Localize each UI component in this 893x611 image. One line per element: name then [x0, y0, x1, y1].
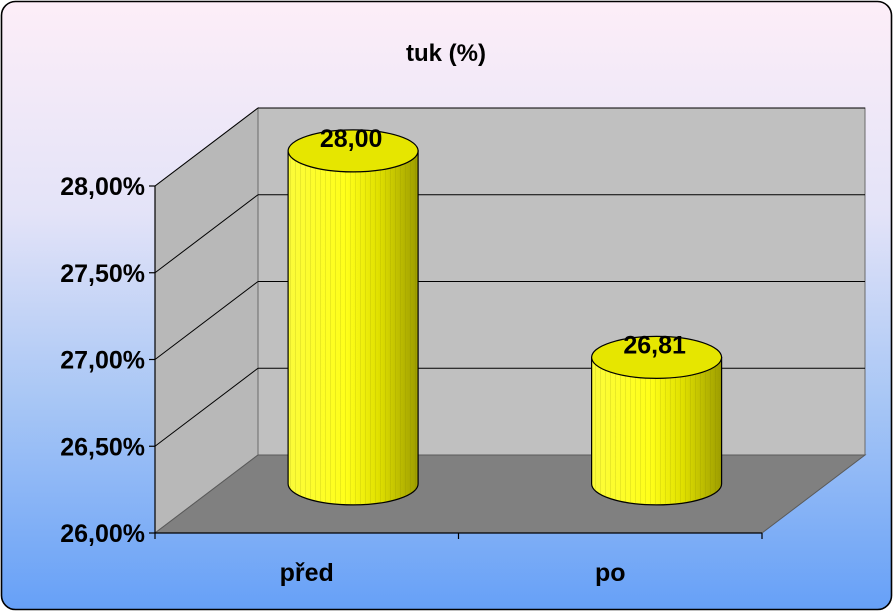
- bar-top: [287, 129, 419, 173]
- bar-texture: [591, 357, 722, 505]
- plot-area: 26,00% 26,50% 27,00% 27,50% 28,00% před po 28,0…: [60, 106, 867, 587]
- y-tick-label: 28,00%: [60, 173, 145, 201]
- bar-top: [590, 335, 723, 379]
- y-tick-label: 27,00%: [60, 347, 145, 375]
- x-tick-label: před: [280, 559, 334, 587]
- x-tick-label: po: [595, 559, 626, 587]
- gridline-side: [154, 194, 259, 274]
- floor: [153, 454, 867, 534]
- y-tick-label: 26,50%: [60, 433, 145, 461]
- data-label: 26,81: [623, 331, 686, 359]
- y-tick-label: 27,50%: [60, 260, 145, 288]
- y-tick-label: 26,00%: [60, 520, 145, 548]
- gridline-side: [154, 367, 259, 447]
- data-label: 28,00: [320, 125, 383, 153]
- gridline-side: [154, 281, 259, 360]
- bar-texture: [288, 150, 419, 505]
- chart-title: tuk (%): [406, 40, 486, 67]
- gridline-side: [154, 107, 259, 187]
